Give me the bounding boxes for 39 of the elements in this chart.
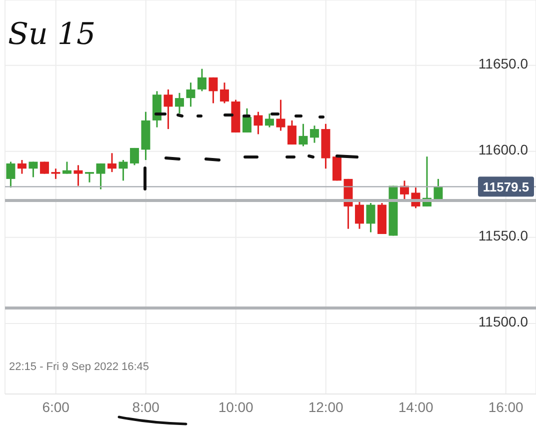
x-tick-label: 12:00 bbox=[308, 398, 344, 415]
candlestick bbox=[264, 112, 274, 128]
y-tick-label: 11600.0 bbox=[478, 141, 528, 158]
candlestick bbox=[118, 159, 128, 182]
candlestick bbox=[208, 76, 218, 104]
annotation: 22:15 - Fri 9 Sep 2022 16:45 bbox=[9, 361, 150, 373]
candlestick bbox=[164, 88, 173, 130]
candlestick bbox=[186, 82, 196, 108]
candlestick bbox=[174, 92, 184, 114]
candlestick bbox=[276, 99, 286, 132]
candlestick bbox=[220, 82, 229, 104]
candlestick bbox=[107, 152, 116, 173]
y-tick-label: 11550.0 bbox=[478, 227, 528, 244]
candlestick bbox=[366, 202, 376, 234]
candlestick bbox=[28, 160, 38, 178]
candlestick bbox=[84, 171, 94, 184]
annotation: Su 15 bbox=[8, 17, 96, 52]
candlestick bbox=[96, 162, 106, 190]
candlestick bbox=[17, 159, 26, 175]
y-tick-label: 11500.0 bbox=[478, 313, 528, 330]
candlestick bbox=[40, 160, 49, 175]
x-tick-label: 8:00 bbox=[132, 398, 160, 415]
x-tick-label: 16:00 bbox=[488, 398, 524, 415]
candlestick bbox=[298, 123, 308, 147]
candlestick bbox=[74, 164, 83, 187]
candlestick bbox=[254, 111, 263, 135]
x-tick-label: 14:00 bbox=[398, 398, 434, 415]
x-tick-label: 10:00 bbox=[218, 398, 254, 415]
candlestick bbox=[62, 160, 72, 175]
candlestick bbox=[197, 68, 206, 92]
candlestick bbox=[287, 120, 296, 146]
candlestick bbox=[130, 147, 139, 166]
candlestick bbox=[310, 124, 319, 144]
candlestick bbox=[6, 160, 16, 188]
candlestick bbox=[242, 108, 252, 134]
x-tick-label: 6:00 bbox=[42, 398, 70, 415]
ref-line-label: 11579.5 bbox=[482, 180, 530, 195]
candlestick bbox=[51, 168, 60, 180]
y-tick-label: 11650.0 bbox=[478, 55, 528, 72]
